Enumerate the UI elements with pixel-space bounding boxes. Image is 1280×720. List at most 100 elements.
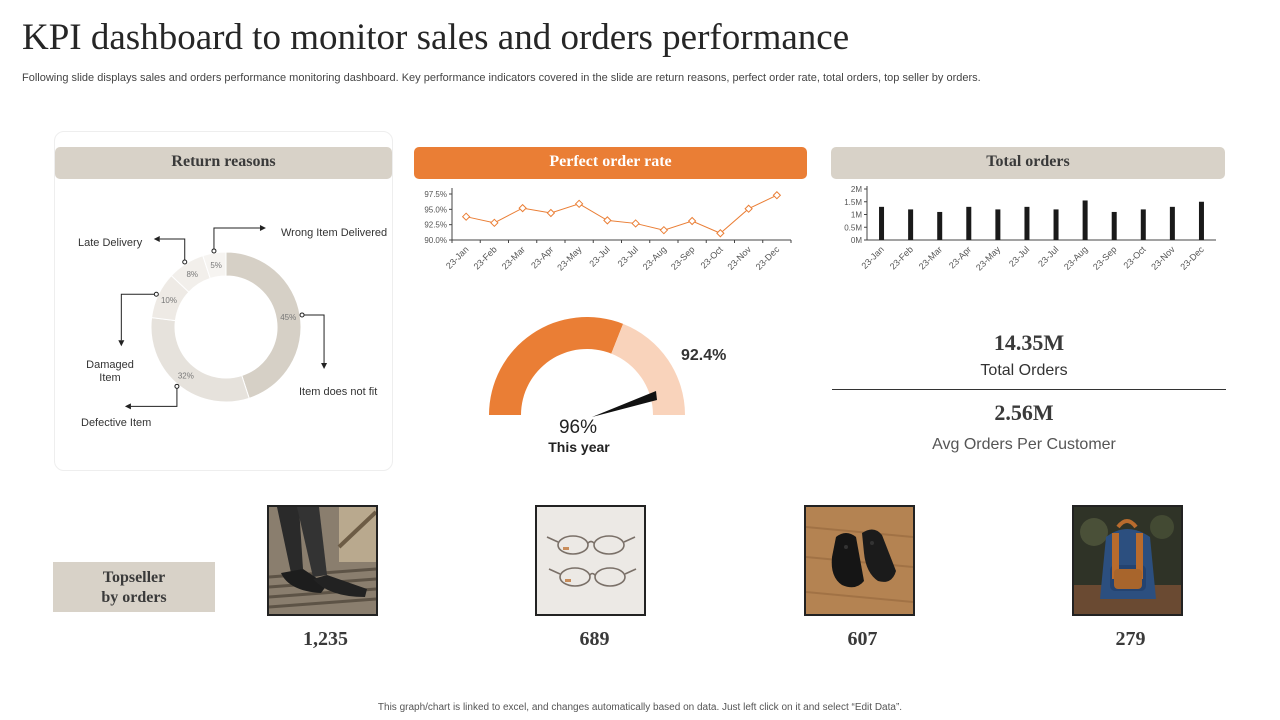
callout-dot [299,312,305,318]
donut-name-label: Item [99,372,120,384]
donut-segment [225,251,302,399]
stats-divider [832,389,1226,390]
total-orders-label: Total Orders [980,362,1068,379]
x-tick-label: 23-Oct [699,244,726,271]
callout-line [302,314,325,363]
x-tick-label: 23-Jul [1007,244,1031,268]
donut-pct-label: 32% [178,372,194,381]
total-orders-bar [879,206,885,240]
total-orders-bar [937,211,943,240]
perfect-order-gauge: 92.4% 96% This year [489,317,726,455]
donut-name-label: Wrong Item Delivered [281,227,387,239]
perfect-order-series-line [466,194,778,234]
x-tick-label: 23-Jul [1036,244,1060,268]
return-reasons-donut: 45% 32% 10% 8% 5% Item does not fit Defective… [78,224,387,429]
callout-arrow [259,224,266,231]
total-orders-bar [1140,209,1146,240]
callout-dot [153,291,159,297]
gauge-fill-arc [489,317,624,415]
x-tick-label: 23-May [555,244,584,273]
gauge-needle [592,391,657,417]
loafers-photo-icon [267,505,378,616]
total-orders-bar [1024,206,1030,240]
perfect-order-rate-header: Perfect order rate [414,147,807,179]
x-tick-label: 23-Nov [725,244,753,272]
donut-pct-label: 45% [280,313,296,322]
total-orders-bar [1111,211,1117,240]
total-orders-bar [1082,200,1088,240]
x-tick-label: 23-Aug [1062,244,1090,272]
page-title: KPI dashboard to monitor sales and order… [22,17,850,58]
perfect-order-point [631,219,640,228]
x-tick-label: 23-Jul [587,244,611,268]
donut-segment [150,317,250,403]
avg-orders-value: 2.56M [994,400,1054,425]
perfect-order-point [659,225,669,235]
y-tick-label: 1M [851,211,862,220]
page-subtitle: Following slide displays sales and order… [22,72,981,84]
perfect-order-point [574,199,584,209]
eyeglasses-photo-icon [535,505,646,616]
donut-pct-label: 8% [186,270,198,279]
perfect-order-point [744,204,753,213]
footer-note: This graph/chart is linked to excel, and… [377,702,903,713]
perfect-order-point [716,229,725,238]
x-tick-label: 23-Mar [917,244,944,271]
x-tick-label: 23-Feb [888,244,915,271]
total-orders-bar [995,209,1001,240]
gauge-secondary-label: 92.4% [681,347,726,364]
backpack-photo-icon [1072,505,1183,616]
total-orders-header: Total orders [831,147,1225,179]
perfect-order-point [603,216,612,225]
donut-name-label: Defective Item [81,417,151,429]
y-tick-label: 0.5M [844,223,862,232]
product-3-orders: 607 [847,628,878,650]
donut-name-label: Damaged [86,359,134,371]
product-2-orders: 689 [579,628,610,650]
y-tick-label: 2M [851,185,862,194]
callout-dot [182,259,188,265]
total-orders-bar [1053,209,1059,240]
perfect-order-point [772,191,782,200]
donut-pct-label: 5% [210,261,222,270]
x-tick-label: 23-Apr [947,244,973,270]
x-tick-label: 23-Sep [1091,244,1119,272]
x-tick-label: 23-Jul [616,244,640,268]
x-tick-label: 23-Apr [529,244,555,270]
callout-line [130,386,178,407]
callout-line [213,227,260,251]
x-tick-label: 23-Aug [641,244,669,272]
topseller-label-line1: Topseller [102,569,166,586]
y-tick-label: 97.5% [424,190,447,199]
y-tick-label: 0M [851,236,862,245]
x-tick-label: 23-Dec [1178,244,1206,272]
perfect-order-point [461,212,471,221]
avg-orders-label: Avg Orders Per Customer [932,436,1116,453]
return-reasons-header: Return reasons [55,147,392,179]
donut-segment [202,251,227,280]
y-tick-label: 95.0% [424,205,447,214]
callout-dot [211,248,217,254]
gauge-remaining-arc [611,323,685,415]
x-tick-label: 23-Jan [444,244,471,271]
callout-line [159,238,186,262]
x-tick-label: 23-Nov [1149,244,1177,272]
callout-arrow [124,403,131,410]
y-tick-label: 1.5M [844,198,862,207]
gauge-value-label: 96% [559,417,597,438]
perfect-order-point [546,208,556,218]
dress-shoes-photo-icon [804,505,915,616]
donut-name-label: Item does not fit [299,386,377,398]
total-orders-bar [1169,206,1175,240]
y-tick-label: 90.0% [424,236,447,245]
x-tick-label: 23-Mar [500,244,527,271]
callout-arrow [118,340,125,347]
perfect-order-point [687,216,697,226]
x-tick-label: 23-May [974,244,1003,273]
callout-line [120,293,157,341]
perfect-order-point [518,203,527,213]
gauge-caption: This year [548,439,610,455]
total-orders-bar [1198,201,1204,240]
donut-name-label: Late Delivery [78,237,143,249]
product-1-orders: 1,235 [303,628,348,650]
